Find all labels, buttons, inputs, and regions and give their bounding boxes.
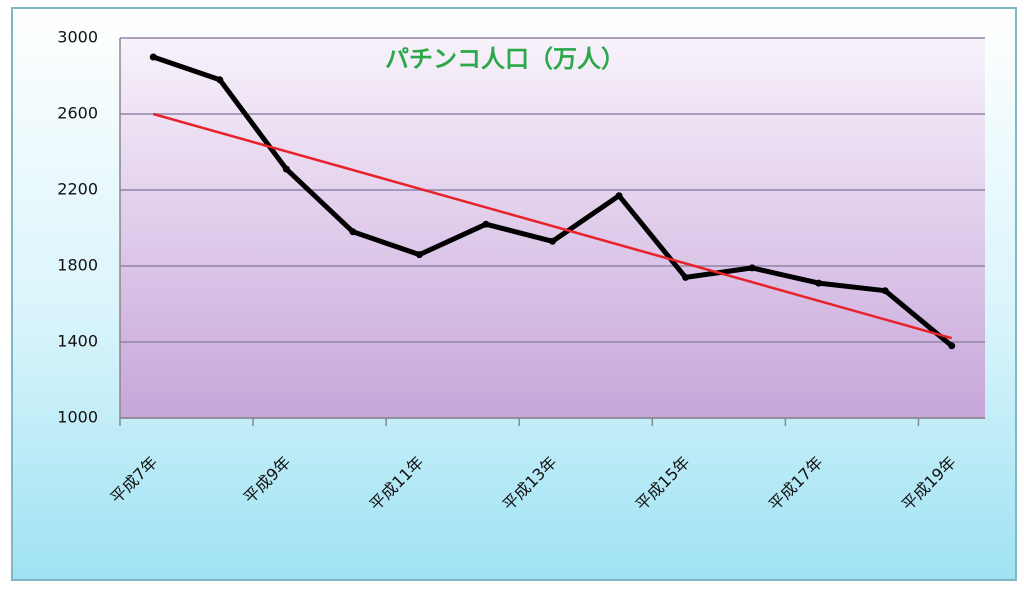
- y-tick-label: 2200: [57, 180, 98, 199]
- data-point: [748, 264, 756, 272]
- y-tick-label: 1400: [57, 332, 98, 351]
- y-tick-label: 2600: [57, 104, 98, 123]
- chart-title: パチンコ人口（万人）: [385, 45, 625, 73]
- data-point: [349, 228, 357, 236]
- data-point: [415, 251, 423, 259]
- plot-area: [120, 38, 985, 418]
- data-point: [549, 237, 556, 245]
- data-point: [282, 165, 290, 173]
- data-point: [615, 192, 623, 200]
- y-tick-label: 3000: [57, 28, 98, 47]
- data-point: [948, 342, 956, 350]
- data-point: [149, 53, 157, 61]
- y-tick-label: 1000: [57, 408, 98, 427]
- data-point: [682, 273, 690, 281]
- data-point: [881, 287, 889, 295]
- data-point: [482, 220, 490, 228]
- trend-line: [152, 112, 953, 340]
- data-point: [216, 76, 224, 84]
- data-point: [815, 279, 823, 287]
- y-tick-label: 1800: [57, 256, 98, 275]
